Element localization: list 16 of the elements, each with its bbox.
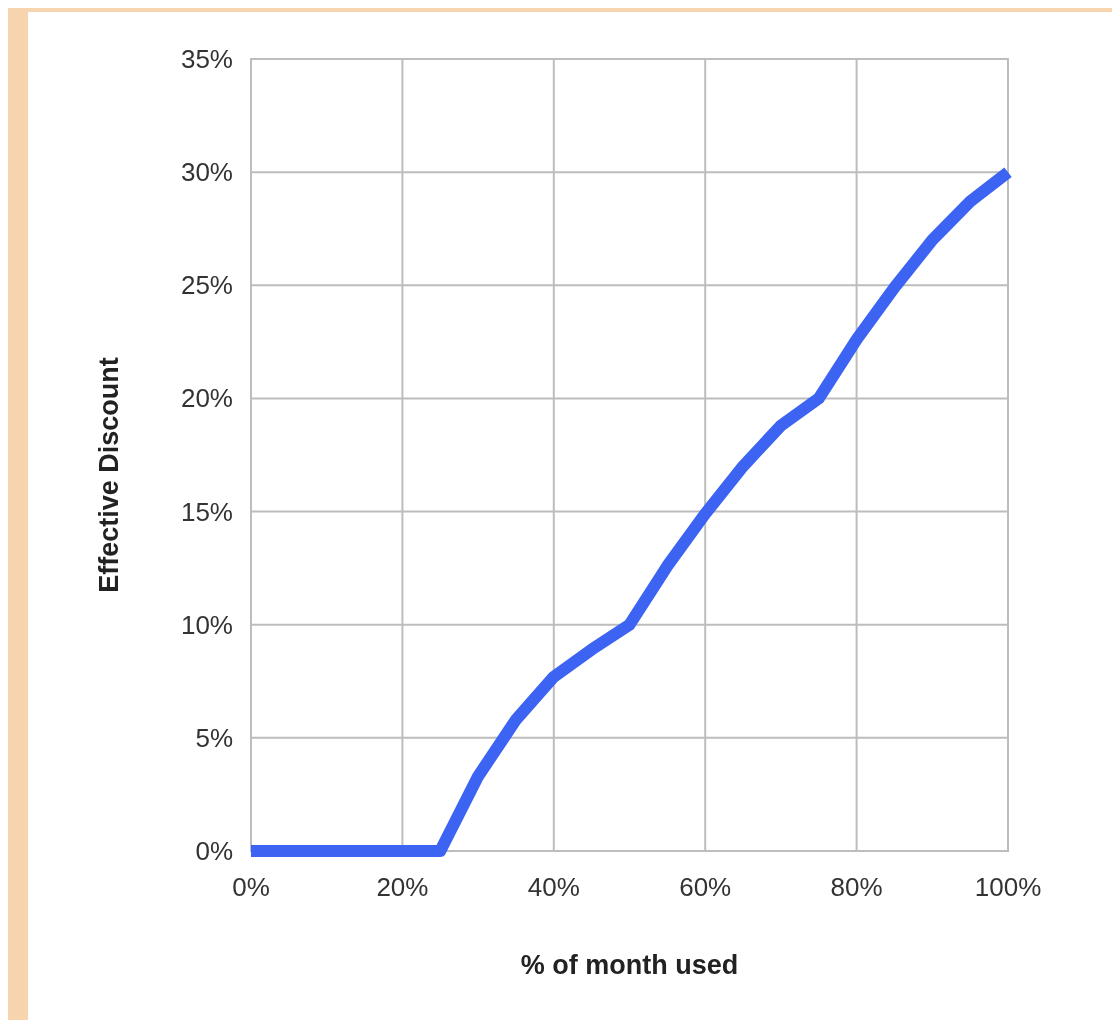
- y-tick-label: 20%: [180, 383, 233, 414]
- y-axis-title: Effective Discount: [94, 357, 124, 593]
- x-tick-label: 40%: [527, 872, 580, 902]
- x-axis-title: % of month used: [520, 950, 739, 980]
- x-tick-label: 0%: [232, 872, 270, 902]
- y-tick-label: 25%: [180, 270, 233, 301]
- x-tick-label: 80%: [830, 872, 883, 902]
- x-tick-label: 100%: [974, 872, 1042, 902]
- y-tick-label: 35%: [180, 44, 233, 74]
- y-tick-label: 5%: [195, 722, 233, 753]
- x-tick-label: 20%: [376, 872, 429, 902]
- y-tick-label: 30%: [180, 157, 233, 188]
- y-tick-label: 0%: [195, 836, 233, 866]
- x-tick-label: 60%: [679, 872, 732, 902]
- y-tick-label: 15%: [180, 496, 233, 527]
- y-tick-label: 10%: [180, 609, 233, 640]
